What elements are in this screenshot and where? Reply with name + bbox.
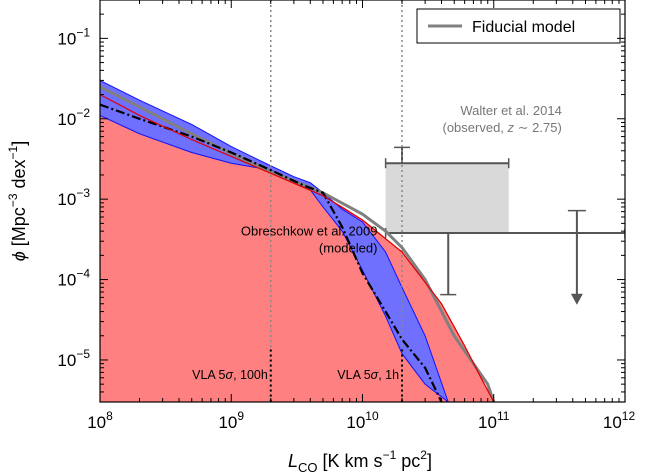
y-tick-base: 10 — [57, 351, 76, 370]
y-tick-base: 10 — [57, 271, 76, 290]
y-label-part: ] — [9, 141, 29, 146]
legend-label-0: Fiducial model — [472, 19, 575, 36]
x-label-part: L — [288, 451, 298, 471]
axes: 108 109 1010 1011 101210−510−410−310−210−1LC… — [6, 0, 635, 475]
x-tick-label-4: 1012 — [603, 409, 636, 432]
x-tick-base: 10 — [87, 413, 106, 432]
y-tick-exp: −3 — [76, 186, 90, 200]
x-label-sub: CO — [298, 460, 318, 475]
y-tick-exp: −5 — [76, 347, 90, 361]
annotation-text: VLA 5 — [337, 368, 370, 382]
x-tick-exp: 11 — [497, 409, 510, 423]
y-tick-base: 10 — [57, 190, 76, 209]
y-tick-exp: −2 — [76, 106, 90, 120]
x-tick-base: 10 — [346, 413, 365, 432]
annotation-text: VLA 5 — [192, 368, 225, 382]
annotation-1-line1: Obreschkow et al. 2009 — [241, 224, 378, 239]
x-label-part: [K km s — [318, 451, 383, 471]
y-label-part: [Mpc — [9, 207, 29, 251]
x-tick-exp: 8 — [106, 409, 113, 423]
series-line-2 — [100, 94, 495, 402]
x-tick-label-1: 109 — [218, 409, 244, 432]
x-tick-base: 10 — [218, 413, 237, 432]
x-tick-exp: 12 — [622, 409, 636, 423]
annotation-text: , 1h — [378, 368, 399, 382]
annotation-2: VLA 5σ, 100h — [192, 368, 268, 382]
x-label-part: pc — [396, 451, 420, 471]
annotation-text: (observed, — [443, 120, 508, 135]
x-label-part: ] — [427, 451, 432, 471]
annotation-1-line2: (modeled) — [319, 241, 378, 256]
annotation-3: VLA 5σ, 1h — [337, 368, 399, 382]
y-label-sup: −1 — [6, 145, 20, 159]
y-tick-label-3: 10−2 — [57, 106, 90, 129]
annotation-0-line2: (observed, z ∼ 2.75) — [443, 120, 562, 135]
annotation-text: ∼ 2.75) — [514, 120, 562, 135]
x-tick-base: 10 — [603, 413, 622, 432]
y-label-part: dex — [9, 159, 29, 193]
y-label-sup: −3 — [6, 193, 20, 207]
series-line-0 — [100, 85, 496, 402]
y-tick-label-4: 10−1 — [57, 25, 90, 48]
y-tick-label-1: 10−4 — [57, 267, 90, 290]
walter-observations — [384, 146, 625, 305]
y-tick-base: 10 — [57, 110, 76, 129]
x-tick-exp: 9 — [237, 409, 244, 423]
shaded-bands — [100, 79, 495, 402]
annotation-text: σ — [371, 368, 379, 382]
x-label-sup: −1 — [383, 448, 397, 462]
x-tick-label-0: 108 — [87, 409, 113, 432]
observed-range-box — [385, 163, 509, 233]
vla-sensitivity-lines — [269, 0, 404, 402]
annotation-text: σ — [226, 368, 234, 382]
y-tick-base: 10 — [57, 29, 76, 48]
x-tick-exp: 10 — [365, 409, 379, 423]
chart-annotations: Walter et al. 2014 (observed, z ∼ 2.75) Ob… — [192, 103, 562, 382]
x-tick-label-2: 1010 — [346, 409, 379, 432]
annotation-text: z — [507, 120, 515, 135]
annotation-text: , 100h — [233, 368, 268, 382]
y-tick-exp: −4 — [76, 267, 90, 281]
annotation-0-line1: Walter et al. 2014 — [460, 103, 561, 118]
series-line-1 — [100, 103, 443, 402]
x-label-sup: 2 — [420, 448, 427, 462]
x-tick-base: 10 — [478, 413, 497, 432]
x-tick-label-3: 1011 — [478, 409, 510, 432]
y-tick-exp: −1 — [76, 25, 90, 39]
legend: Fiducial model — [416, 8, 621, 44]
y-label-part: ϕ — [9, 251, 29, 261]
y-tick-label-0: 10−5 — [57, 347, 90, 370]
upper-limit-arrowhead — [570, 293, 583, 305]
y-axis-label: ϕ [Mpc−3 dex−1] — [6, 141, 29, 261]
model-curves — [100, 85, 496, 402]
x-axis-label: LCO [K km s−1 pc2] — [288, 448, 432, 475]
y-tick-label-2: 10−3 — [57, 186, 90, 209]
